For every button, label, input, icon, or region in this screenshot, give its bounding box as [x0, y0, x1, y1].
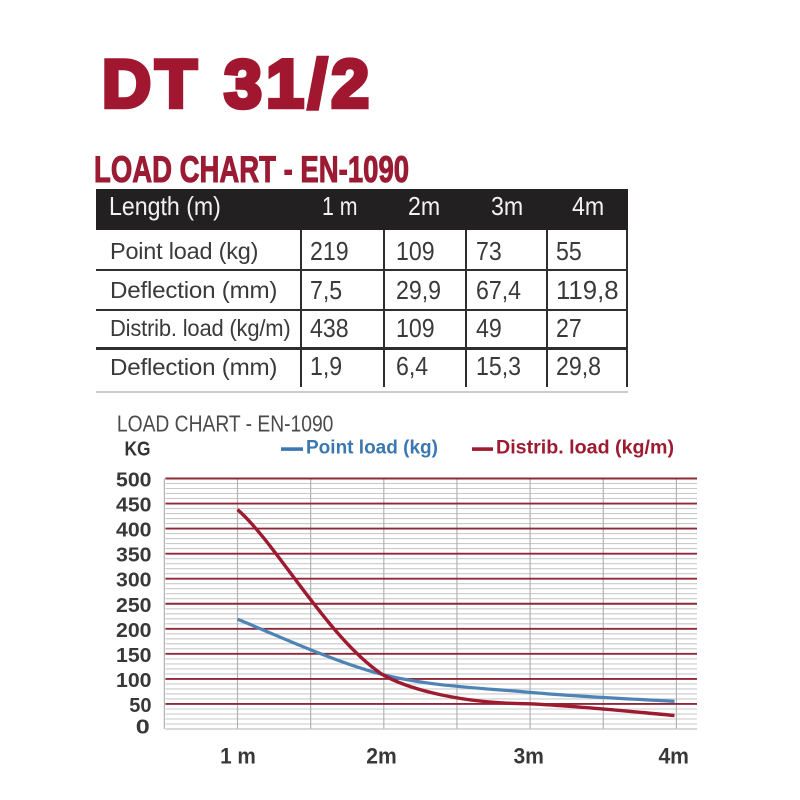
svg-text:3m: 3m [513, 744, 544, 769]
svg-text:4m: 4m [658, 744, 689, 769]
svg-text:450: 450 [116, 495, 152, 517]
svg-text:250: 250 [116, 595, 152, 617]
svg-text:0: 0 [136, 717, 150, 739]
svg-text:Point load (kg): Point load (kg) [306, 437, 438, 458]
svg-text:Distrib. load (kg/m): Distrib. load (kg/m) [496, 437, 674, 458]
svg-text:300: 300 [116, 570, 152, 592]
svg-text:150: 150 [116, 645, 152, 667]
svg-text:KG: KG [125, 439, 151, 461]
svg-text:100: 100 [116, 670, 152, 692]
svg-text:350: 350 [116, 545, 152, 567]
svg-text:200: 200 [116, 620, 152, 642]
svg-text:50: 50 [129, 695, 151, 717]
svg-text:1 m: 1 m [220, 744, 256, 769]
svg-text:500: 500 [116, 470, 152, 492]
svg-text:LOAD CHART - EN-1090: LOAD CHART - EN-1090 [117, 410, 334, 436]
svg-text:2m: 2m [366, 744, 397, 769]
svg-text:400: 400 [116, 520, 152, 542]
